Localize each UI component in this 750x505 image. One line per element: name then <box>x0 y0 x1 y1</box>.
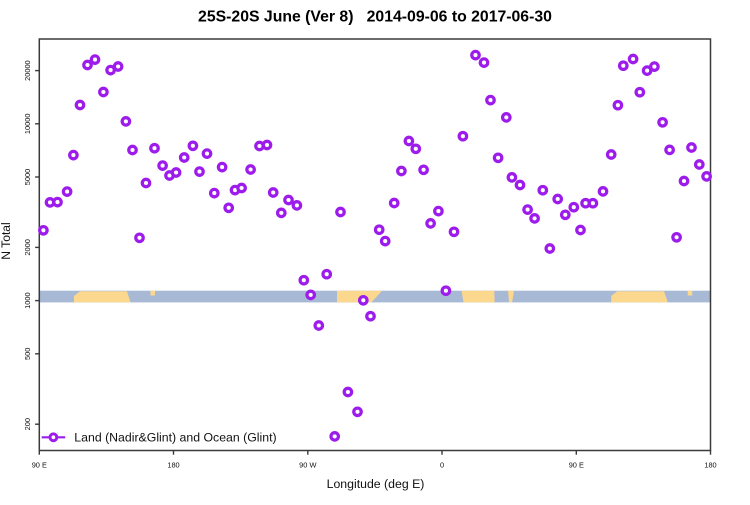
svg-text:20000: 20000 <box>23 60 32 81</box>
svg-text:N Total: N Total <box>0 222 13 259</box>
svg-text:180: 180 <box>704 461 716 470</box>
svg-text:1000: 1000 <box>23 292 32 308</box>
svg-text:10000: 10000 <box>23 114 32 135</box>
svg-text:90 E: 90 E <box>569 461 584 470</box>
svg-text:180: 180 <box>167 461 179 470</box>
svg-text:Land (Nadir&Glint) and Ocean (: Land (Nadir&Glint) and Ocean (Glint) <box>74 430 276 444</box>
svg-text:500: 500 <box>23 348 32 360</box>
svg-text:200: 200 <box>23 418 32 430</box>
svg-text:90 W: 90 W <box>299 461 316 470</box>
svg-text:5000: 5000 <box>23 169 32 185</box>
svg-text:0: 0 <box>440 461 444 470</box>
svg-text:90 E: 90 E <box>32 461 47 470</box>
svg-text:Longitude (deg E): Longitude (deg E) <box>327 477 425 491</box>
svg-text:25S-20S June (Ver 8) 2014-09: 25S-20S June (Ver 8) 2014-09-06 to 2017-… <box>198 9 552 26</box>
svg-text:2000: 2000 <box>23 239 32 255</box>
